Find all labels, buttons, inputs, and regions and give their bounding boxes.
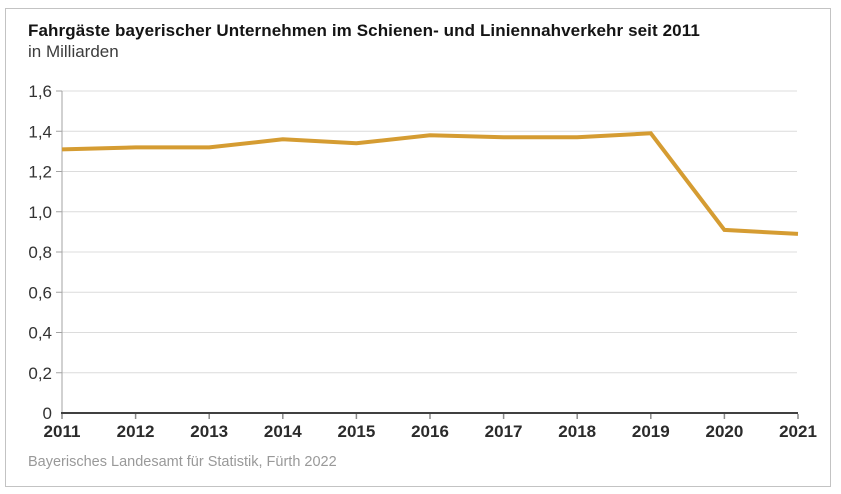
- x-axis-label: 2019: [632, 422, 670, 441]
- x-axis-label: 2014: [264, 422, 302, 441]
- x-axis-label: 2016: [411, 422, 449, 441]
- x-axis-label: 2017: [485, 422, 523, 441]
- x-axis-label: 2012: [117, 422, 155, 441]
- y-axis-label: 1,2: [28, 163, 52, 182]
- chart-subtitle: in Milliarden: [28, 42, 119, 61]
- y-axis-label: 0,8: [28, 243, 52, 262]
- x-axis-label: 2021: [779, 422, 817, 441]
- data-line: [61, 131, 799, 236]
- x-axis-label: 2018: [558, 422, 596, 441]
- y-axis-label: 1,6: [28, 82, 52, 101]
- y-axis-label: 0,6: [28, 283, 52, 302]
- x-axis-label: 2020: [705, 422, 743, 441]
- x-axis-label: 2015: [337, 422, 375, 441]
- y-axis-label: 0: [43, 404, 52, 423]
- figure-border: [5, 8, 831, 487]
- chart-title: Fahrgäste bayerischer Unternehmen im Sch…: [28, 21, 700, 40]
- y-axis-label: 1,4: [28, 122, 52, 141]
- y-axis-label: 0,4: [28, 324, 52, 343]
- y-axis-label: 1,0: [28, 203, 52, 222]
- x-axis-label: 2013: [190, 422, 228, 441]
- y-axis-label: 0,2: [28, 364, 52, 383]
- source-note: Bayerisches Landesamt für Statistik, Für…: [28, 454, 337, 470]
- x-axis-label: 2011: [44, 422, 81, 441]
